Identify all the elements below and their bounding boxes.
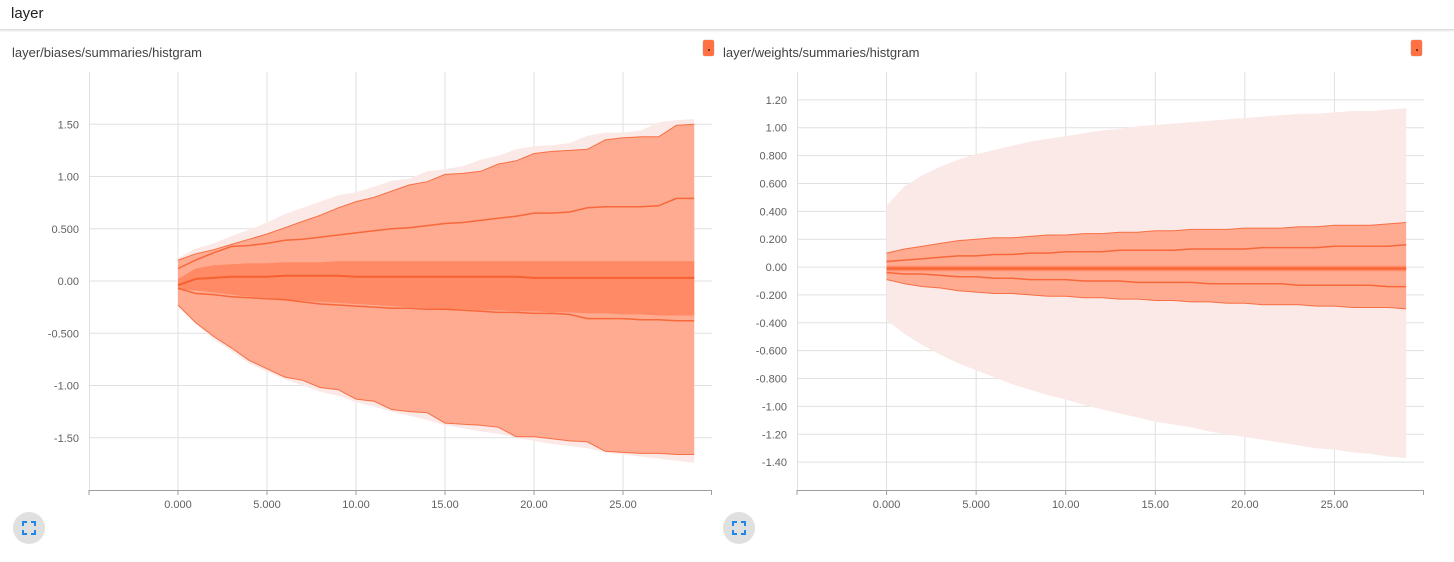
y-tick-label: 1.00 <box>766 123 787 135</box>
y-tick-label: 0.500 <box>51 224 79 236</box>
y-tick-label: 0.800 <box>759 151 787 163</box>
color-picker-icon[interactable] <box>703 40 714 56</box>
band-p31-p69 <box>178 261 695 316</box>
y-tick-label: -0.200 <box>756 290 787 302</box>
x-tick-label: 15.00 <box>1142 499 1170 510</box>
chart-title: layer/biases/summaries/histgram <box>12 45 203 60</box>
y-tick-label: -1.00 <box>762 401 787 413</box>
line-p93 <box>886 222 1407 254</box>
line-p16 <box>886 271 1407 288</box>
line-p84 <box>177 197 695 270</box>
y-tick-label: 0.200 <box>759 234 787 246</box>
fullscreen-icon <box>22 521 36 535</box>
chart-card-weights: layer/weights/summaries/histgram 0.000 5.… <box>712 30 1424 562</box>
y-tick-label: -1.00 <box>54 381 79 393</box>
y-tick-label: 0.00 <box>766 262 787 274</box>
y-tick-label: 1.50 <box>58 119 79 131</box>
x-tick-label: 0.000 <box>873 499 901 510</box>
color-picker-icon[interactable] <box>1411 40 1422 56</box>
y-tick-label: 0.00 <box>58 276 79 288</box>
fullscreen-icon <box>732 521 746 535</box>
chart-title: layer/weights/summaries/histgram <box>723 45 920 60</box>
section-title: layer <box>11 5 44 22</box>
line-p7 <box>177 304 695 455</box>
x-tick-label: 25.00 <box>609 499 637 510</box>
fullscreen-button[interactable] <box>13 512 45 544</box>
x-tick-label: 10.00 <box>1052 499 1080 510</box>
y-tick-label: -0.600 <box>756 346 787 358</box>
line-p16 <box>177 287 695 322</box>
x-tick-label: 5.000 <box>962 499 990 510</box>
line-median <box>177 274 695 287</box>
x-tick-label: 0.000 <box>164 499 192 510</box>
y-tick-label: 1.20 <box>766 95 787 107</box>
x-tick-label: 10.00 <box>342 499 370 510</box>
section-header: layer <box>0 0 1454 30</box>
x-tick-label: 5.000 <box>253 499 281 510</box>
y-tick-label: -0.500 <box>48 328 79 340</box>
y-tick-label: -0.800 <box>756 374 787 386</box>
y-tick-label: 0.600 <box>759 178 787 190</box>
line-p84 <box>886 244 1407 263</box>
y-tick-label: -1.20 <box>762 429 787 441</box>
line-p7 <box>886 279 1407 310</box>
y-tick-label: -1.50 <box>54 433 79 445</box>
x-tick-label: 25.00 <box>1321 499 1349 510</box>
y-tick-label: -0.400 <box>756 318 787 330</box>
histogram-chart-biases: 0.000 5.000 10.00 15.00 20.00 25.00 1.50 1.00 0.… <box>48 72 712 510</box>
y-tick-label: -1.40 <box>762 457 787 469</box>
histogram-chart-weights: 0.000 5.000 10.00 15.00 20.00 25.00 1.20 1.00 0.… <box>756 72 1424 510</box>
y-tick-label: 1.00 <box>58 172 79 184</box>
x-tick-label: 20.00 <box>1231 499 1259 510</box>
line-p93 <box>177 123 695 261</box>
x-tick-label: 20.00 <box>520 499 548 510</box>
x-tick-label: 15.00 <box>431 499 459 510</box>
chart-card-biases: layer/biases/summaries/histgram 0.000 5.0… <box>0 30 714 562</box>
fullscreen-button[interactable] <box>723 512 755 544</box>
y-tick-label: 0.400 <box>759 206 787 218</box>
